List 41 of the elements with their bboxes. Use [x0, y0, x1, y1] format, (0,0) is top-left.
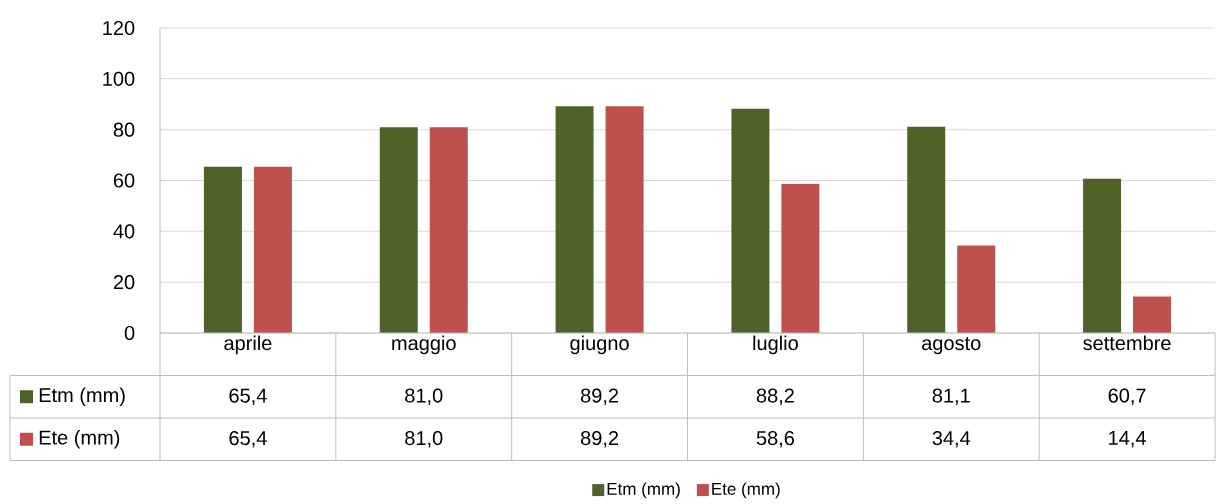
text: Ete (mm)	[39, 429, 120, 449]
x-tick-label: maggio	[392, 335, 456, 355]
x-tick-label: settembre	[1083, 335, 1171, 351]
y-tick-label: 20	[113, 275, 135, 290]
legend-label: Etm (mm)	[39, 387, 125, 407]
y-tick-label: 60	[113, 173, 135, 188]
data-label: 89,2	[580, 430, 619, 448]
bar	[731, 108, 770, 333]
bar	[203, 166, 242, 333]
x-tick-label: giugno	[570, 335, 629, 355]
x-tick-label: luglio	[753, 335, 798, 355]
data-label: 60,7	[1108, 388, 1146, 406]
bar	[907, 126, 946, 333]
x-tick-label: aprile	[224, 335, 272, 355]
bar	[253, 166, 292, 333]
bar	[781, 184, 820, 333]
y-tick-label: 0	[124, 325, 135, 341]
data-label: 81,0	[405, 388, 443, 406]
bar	[379, 127, 418, 333]
y-tick-label: 100	[103, 71, 135, 86]
y-tick-label: 40	[113, 224, 135, 239]
data-label: 65,4	[229, 388, 267, 406]
bar	[605, 106, 644, 333]
data-label: 88,2	[756, 388, 794, 406]
bar	[1133, 296, 1172, 333]
data-label: 81,1	[932, 388, 970, 406]
bar	[555, 106, 594, 333]
bar	[957, 245, 996, 333]
data-label: 14,4	[1109, 431, 1146, 448]
legend-label: Ete (mm)	[712, 482, 780, 499]
data-label: 34,4	[932, 430, 971, 448]
data-label: 81,0	[405, 430, 443, 448]
bar	[429, 127, 468, 333]
data-label: 65,4	[229, 430, 267, 448]
x-tick-label: agosto	[922, 337, 981, 355]
y-tick-label: 120	[103, 20, 135, 36]
y-tick-label: 80	[113, 122, 135, 137]
data-label: 89,2	[580, 388, 619, 406]
data-label: 58,6	[756, 430, 794, 448]
text: Etm (mm)	[607, 482, 680, 499]
bar	[1083, 178, 1122, 333]
